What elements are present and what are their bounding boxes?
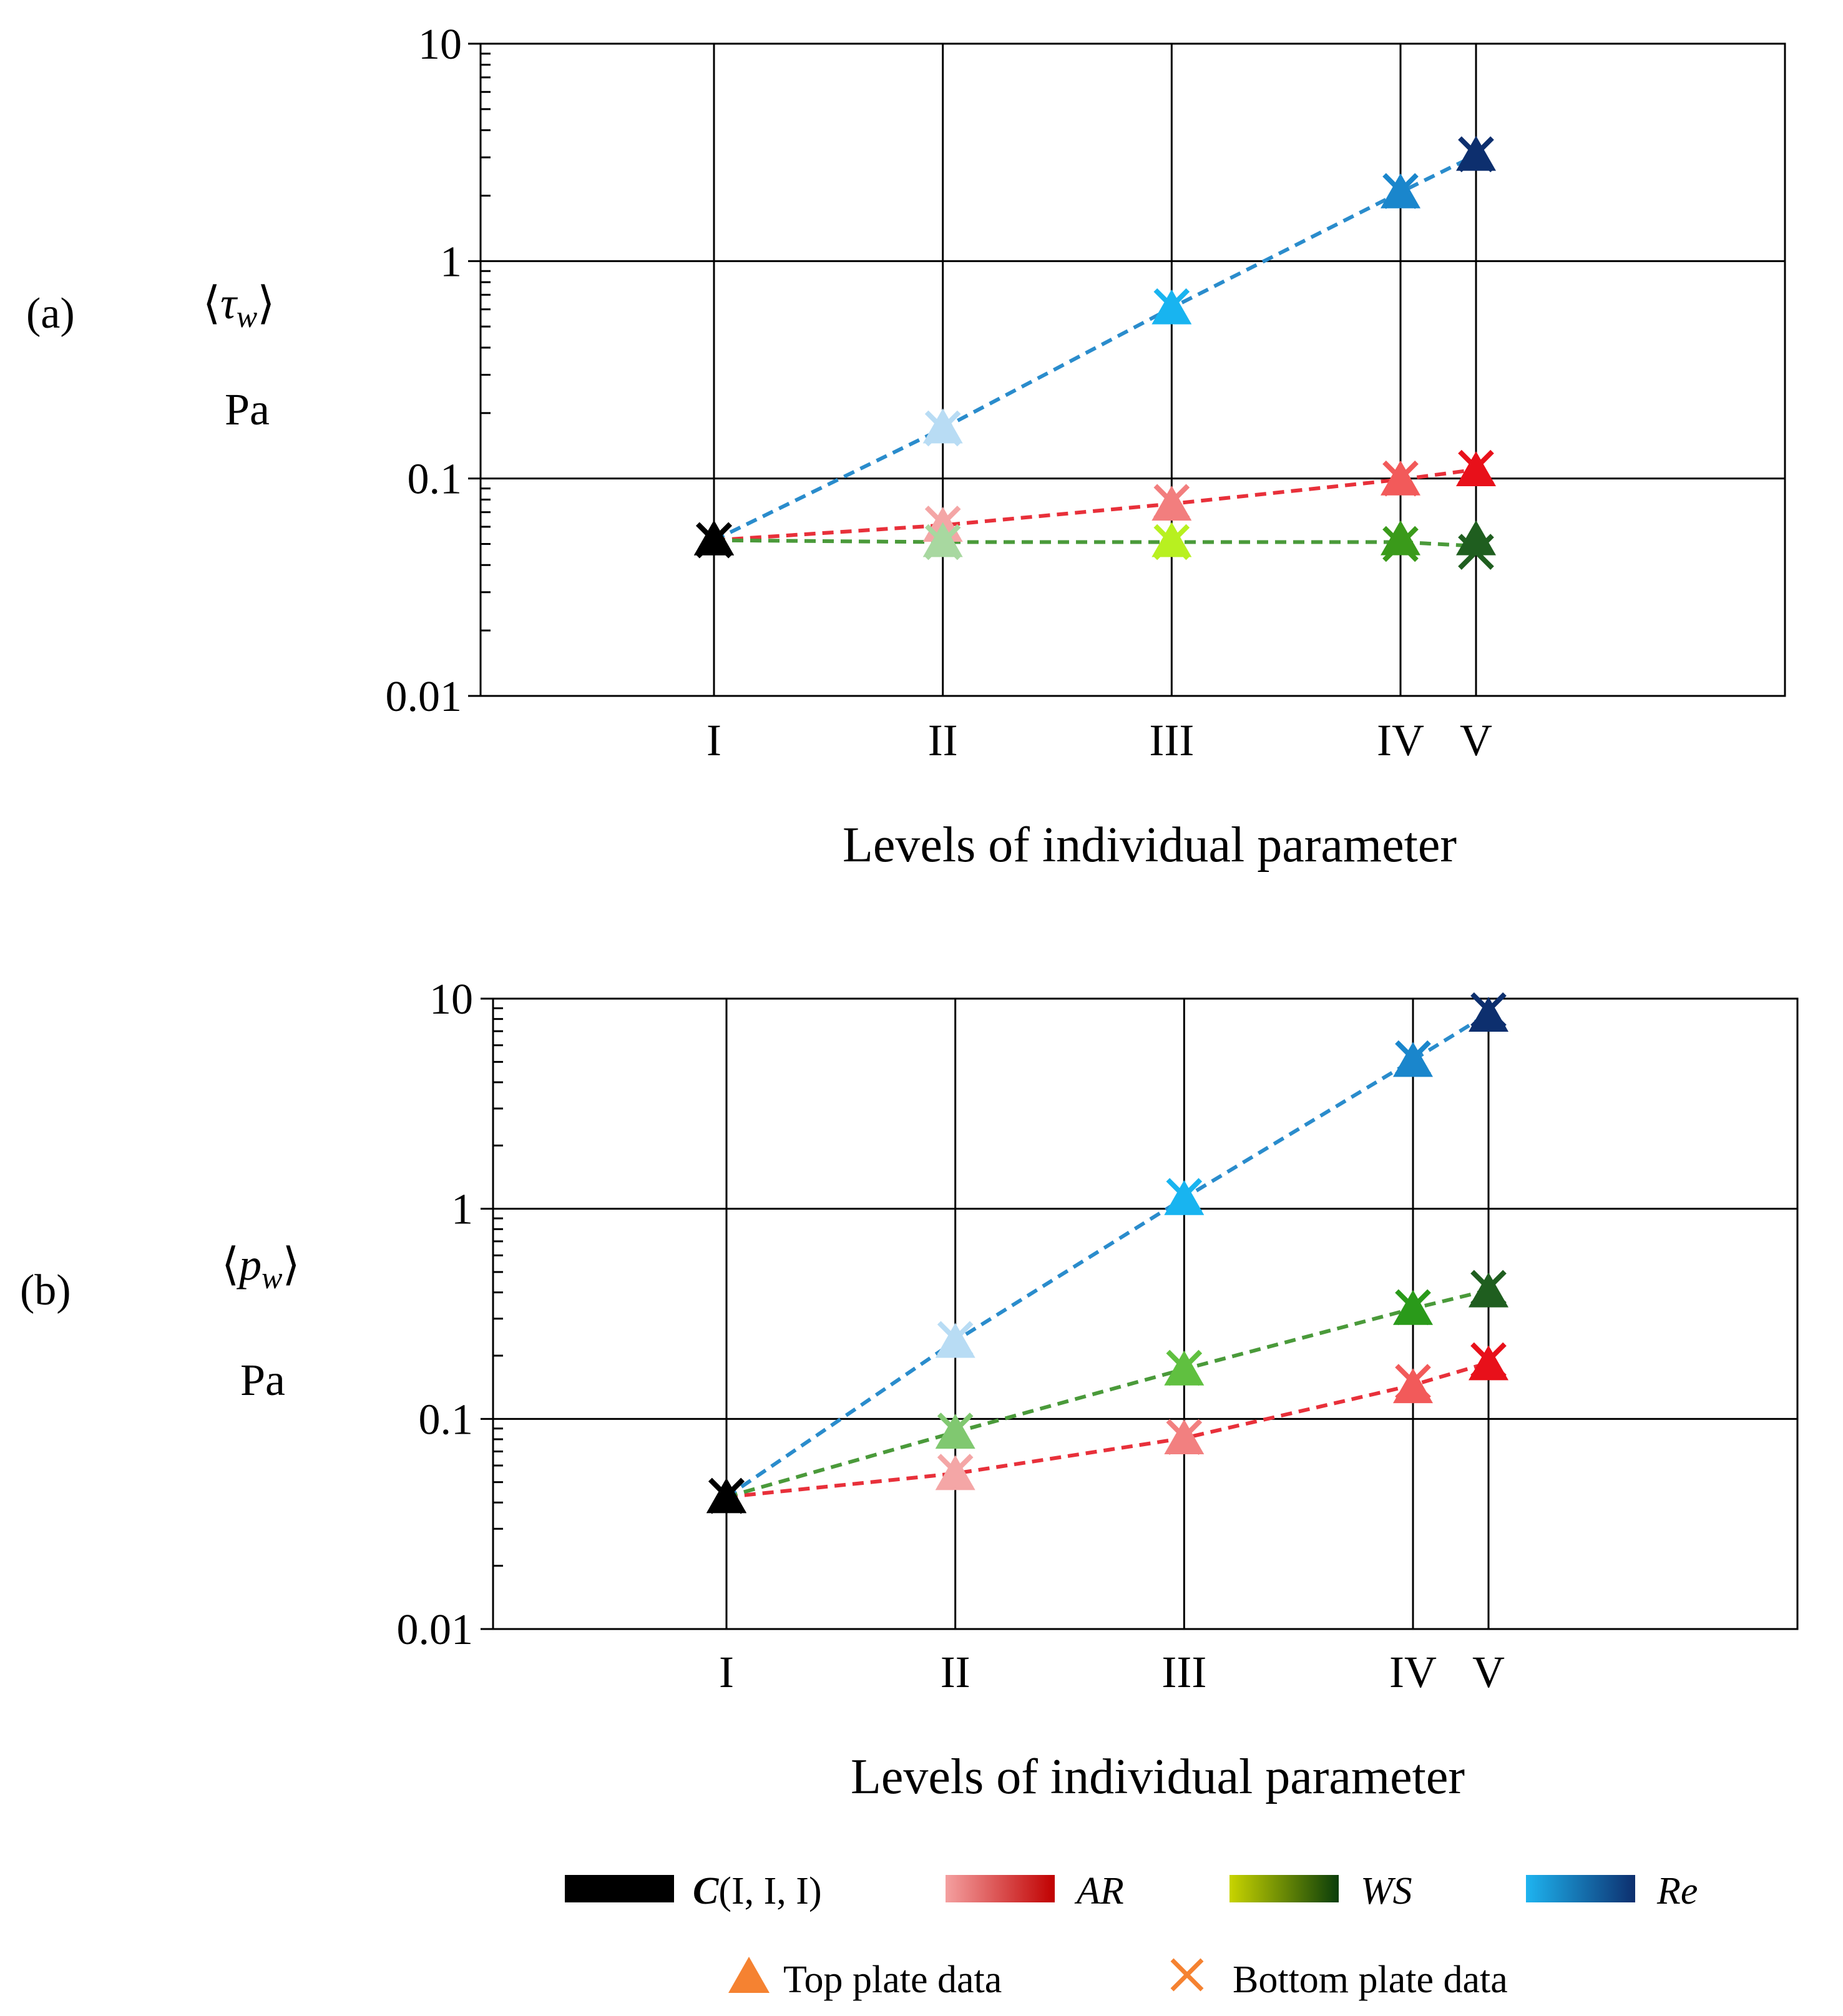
x-tick-label: II — [928, 715, 958, 765]
x-tick-label: IV — [1389, 1647, 1437, 1697]
x-tick-label: III — [1161, 1647, 1206, 1697]
x-tick-label: I — [706, 715, 721, 765]
top-plate-point — [1469, 997, 1508, 1032]
y-tick-label: 0.01 — [386, 673, 462, 721]
legend-swatch-control — [565, 1875, 674, 1902]
series-line-re — [725, 1012, 1490, 1499]
y-axis-unit-b: Pa — [240, 1355, 285, 1405]
x-tick-label: V — [1472, 1647, 1505, 1697]
top-plate-point — [1151, 522, 1192, 557]
top-plate-point — [922, 522, 963, 557]
top-plate-point — [1381, 520, 1420, 555]
top-plate-point — [1164, 1350, 1205, 1386]
top-plate-point — [706, 1478, 746, 1514]
x-axis-label-a: Levels of individual parameter — [843, 818, 1457, 873]
y-axis-unit-a: Pa — [225, 384, 270, 434]
x-tick-label: I — [719, 1647, 734, 1697]
legend-swatch-ws — [1229, 1875, 1339, 1902]
y-axis-label-b: ⟨pw⟩ — [222, 1240, 300, 1295]
series-line-ar — [726, 1361, 1489, 1499]
y-tick-label: 0.1 — [408, 456, 462, 504]
x-tick-label: V — [1460, 715, 1492, 765]
series-line-ws — [713, 538, 1477, 548]
top-plate-point — [1393, 1289, 1433, 1325]
legend-marker-top: Top plate data — [728, 1957, 1002, 2001]
top-plate-point — [1151, 486, 1192, 521]
top-plate-point — [1456, 451, 1496, 487]
legend-item-ar: AR — [946, 1870, 1124, 1912]
y-tick-label: 10 — [418, 21, 462, 69]
top-plate-point — [694, 520, 734, 555]
top-plate-point — [1456, 135, 1496, 171]
legend-item-re: Re — [1526, 1870, 1698, 1912]
panel-label-a: (a) — [26, 290, 75, 338]
legend-label-control: C(I, I, I) — [693, 1870, 822, 1912]
series-line-ar — [713, 467, 1477, 542]
y-axis-label-a: ⟨τw⟩ — [203, 278, 275, 334]
legend-label-re: Re — [1656, 1870, 1698, 1912]
top-plate-point — [1393, 1042, 1433, 1077]
legend-marker-bottom: Bottom plate data — [1170, 1958, 1508, 2001]
plot-frame — [479, 42, 1786, 697]
triangle-marker-icon — [728, 1957, 770, 1993]
top-plate-point — [935, 1455, 975, 1490]
panel-label-b: (b) — [20, 1266, 71, 1314]
legend-label-ws: WS — [1361, 1870, 1412, 1912]
legend-label-bottom-plate: Bottom plate data — [1233, 1959, 1508, 2001]
y-tick-label: 10 — [429, 976, 473, 1024]
legend-label-top-plate: Top plate data — [783, 1959, 1002, 2001]
top-plate-point — [1469, 1272, 1508, 1308]
legend-item-ws: WS — [1229, 1870, 1412, 1912]
x-tick-label: III — [1149, 715, 1194, 765]
x-axis-label-b: Levels of individual parameter — [851, 1749, 1465, 1804]
x-tick-label: II — [941, 1647, 970, 1697]
legend-item-control: C(I, I, I) — [565, 1870, 822, 1912]
series-line-re — [713, 153, 1477, 542]
top-plate-point — [1381, 173, 1420, 208]
top-plate-point — [1164, 1180, 1205, 1215]
top-plate-point — [1456, 520, 1496, 555]
legend-swatch-re — [1526, 1875, 1635, 1902]
top-plate-point — [1469, 1345, 1508, 1381]
legend: C(I, I, I) AR WS Re Top plate data Botto… — [565, 1870, 1698, 2001]
top-plate-point — [1151, 289, 1192, 325]
top-plate-point — [935, 1323, 975, 1358]
legend-swatch-ar — [946, 1875, 1055, 1902]
top-plate-point — [1164, 1419, 1205, 1454]
legend-label-ar: AR — [1074, 1870, 1124, 1912]
y-tick-label: 1 — [451, 1186, 473, 1234]
y-tick-label: 0.01 — [397, 1606, 474, 1654]
top-plate-point — [1381, 460, 1420, 496]
plot-frame — [492, 997, 1799, 1630]
top-plate-point — [1393, 1368, 1433, 1404]
y-tick-label: 0.1 — [419, 1396, 474, 1444]
top-plate-point — [935, 1414, 975, 1449]
cross-marker-icon — [1170, 1958, 1204, 1992]
x-tick-label: IV — [1377, 715, 1424, 765]
y-tick-label: 1 — [440, 238, 462, 286]
top-plate-point — [922, 408, 963, 444]
